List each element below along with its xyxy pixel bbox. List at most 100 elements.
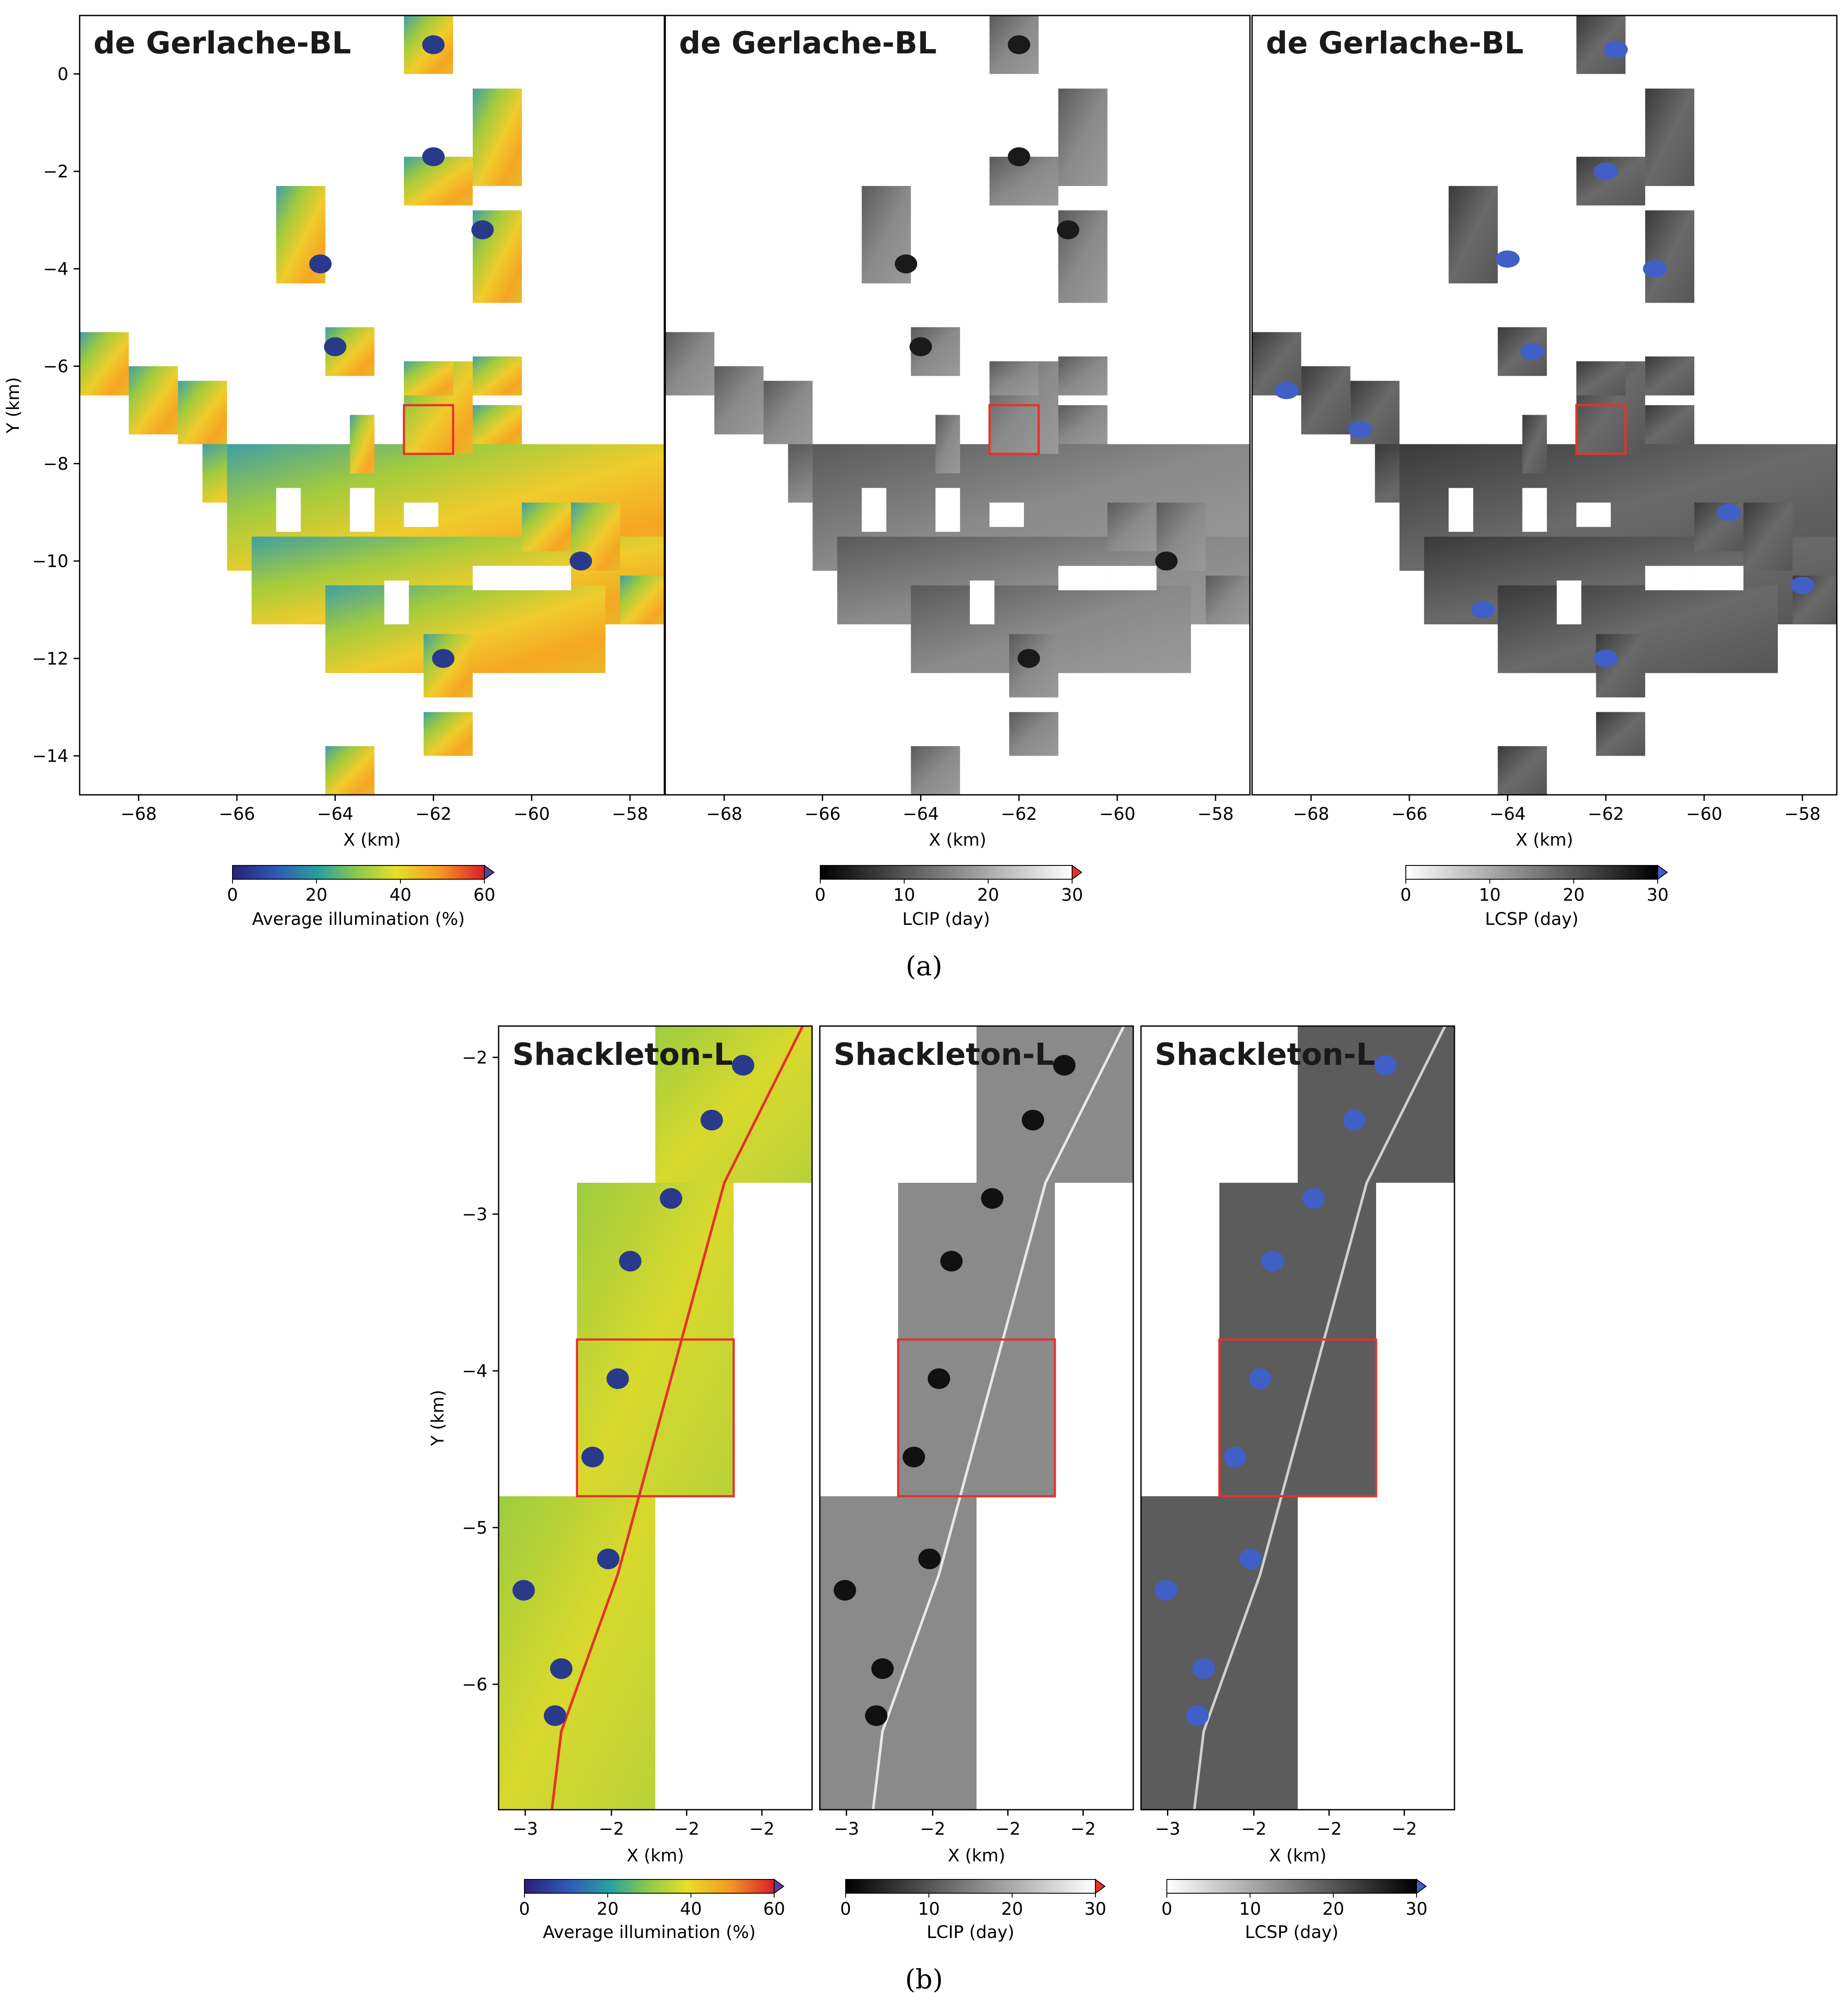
x-tick-label: −64 [317,804,353,824]
x-tick-label: −60 [514,804,550,824]
caption-b: (b) [905,1963,943,1995]
colorbar-gradient [1166,1879,1417,1894]
crater [940,1251,963,1271]
highlight-box [988,404,1040,455]
x-axis-label: X (km) [948,1846,1005,1866]
no-data-gap [1058,566,1108,590]
coverage-tile [665,332,715,396]
coverage-tile [763,381,813,444]
x-axis-label: X (km) [1269,1846,1326,1866]
colorbar-tick-label: 40 [680,1899,702,1919]
crater [324,337,347,357]
y-tick-label: −2 [43,162,68,182]
coverage-tile [1141,1496,1298,1810]
x-tick-label: −3 [512,1819,538,1839]
crater [471,220,494,239]
coverage-tile [1298,1026,1454,1183]
colorbar-gradient [1405,865,1658,880]
x-axis-label: X (km) [626,1846,684,1866]
colorbar-tick-label: 10 [1239,1899,1261,1919]
coverage-tile [1058,405,1108,444]
coverage-tiles [665,16,1250,795]
no-data-gap [970,580,995,625]
crater [309,254,332,273]
crater [732,1055,754,1076]
colorbar-tick-label: 0 [840,1899,851,1919]
crater [1057,220,1079,239]
crater [927,1368,950,1389]
shadow-region [1343,1110,1366,1131]
colorbar-tick-label: 10 [918,1899,940,1919]
coverage-tiles [1141,1025,1454,1810]
coverage-tile [911,746,960,795]
panel-title: Shackleton-L [512,1037,733,1072]
colorbar-extend-arrow [1657,865,1668,880]
coverage-tile [1058,356,1108,396]
shadow-region [1594,650,1618,667]
coverage-tile [820,1496,977,1810]
crater [909,337,932,357]
crater [1155,552,1178,571]
coverage-tile [129,366,178,434]
crater [581,1447,604,1467]
subfigure-a: −68 −66 −64 −62 −60 −58 0 −2 −4 −6 −8 −10 −12 −14 Y (k… [3,15,1838,982]
colorbar-label: LCIP (day) [902,909,990,929]
coverage-tile [655,1026,812,1183]
no-data-gap [404,502,439,527]
panel-a-2: −68 −66 −64 −62 −60 −58 X (km) de Gerlache-BL [664,15,1251,850]
coverage-tile [178,381,227,444]
colorbar-tick-label: 20 [977,885,999,905]
colorbar-tick-label: 0 [1161,1899,1172,1919]
colorbar-extend-arrow [1072,865,1082,880]
crater [422,35,445,54]
y-tick-label: −8 [43,454,68,474]
panel-title: de Gerlache-BL [93,25,351,61]
coverage-tile [714,366,764,434]
highlight-box [403,404,454,455]
shadow-region [1520,343,1544,360]
crater [544,1705,567,1726]
no-data-gap [1694,566,1744,590]
colorbar-extend-arrow [1416,1879,1427,1894]
panel-title: Shackleton-L [834,1037,1054,1072]
caption-a: (a) [905,950,942,982]
colorbar-label: LCIP (day) [927,1922,1014,1942]
crater [1053,1055,1076,1076]
colorbar-tick-label: 30 [1647,885,1669,905]
no-data-gap [935,488,960,532]
colorbar-a-3: 0 10 20 30 LCSP (day) [1400,865,1668,929]
x-axis-label: X (km) [343,830,400,850]
colorbar-b-2: 0 10 20 30 LCIP (day) [840,1879,1106,1942]
crater [701,1110,723,1131]
x-tick-label: −64 [902,804,939,824]
colorbar-a-2: 0 10 20 30 LCIP (day) [815,865,1083,929]
crater [834,1580,856,1601]
x-tick-label: −2 [1392,1819,1417,1839]
y-tick-label: −6 [43,357,68,377]
x-axis-label: X (km) [1516,830,1573,850]
shadow-region [1186,1705,1209,1726]
x-tick-label: −2 [1070,1819,1096,1839]
y-tick-label: 0 [58,65,68,84]
crater [981,1188,1004,1209]
y-tick-label: −4 [462,1361,487,1381]
coverage-tile [1645,405,1695,444]
highlight-box [897,1338,1056,1498]
colorbar-tick-label: 0 [1400,885,1411,905]
colorbar-b-1: 0 20 40 60 Average illumination (%) [519,1879,785,1942]
coverage-tile [1645,210,1695,303]
y-tick-label: −2 [462,1048,487,1068]
x-tick-label: −3 [1155,1819,1180,1839]
no-data-gap [1645,566,1695,590]
shadow-region [1716,503,1741,521]
panel-a-3: −68 −66 −64 −62 −60 −58 X (km) de Gerlache-BL [1251,15,1838,850]
subfigure-b: −3 −2 −2 −2 −2 −3 −4 −5 −6 Y (km) X (km) Shackleton… [428,1025,1455,1995]
highlight-box [1218,1338,1377,1498]
panel-title: de Gerlache-BL [1266,25,1523,61]
crater [550,1658,573,1679]
coverage-tile [1522,415,1547,474]
colorbar-gradient [845,1879,1096,1894]
coverage-tiles [499,1025,812,1810]
colorbar-tick-label: 20 [1322,1899,1344,1919]
x-tick-label: −68 [121,804,157,824]
